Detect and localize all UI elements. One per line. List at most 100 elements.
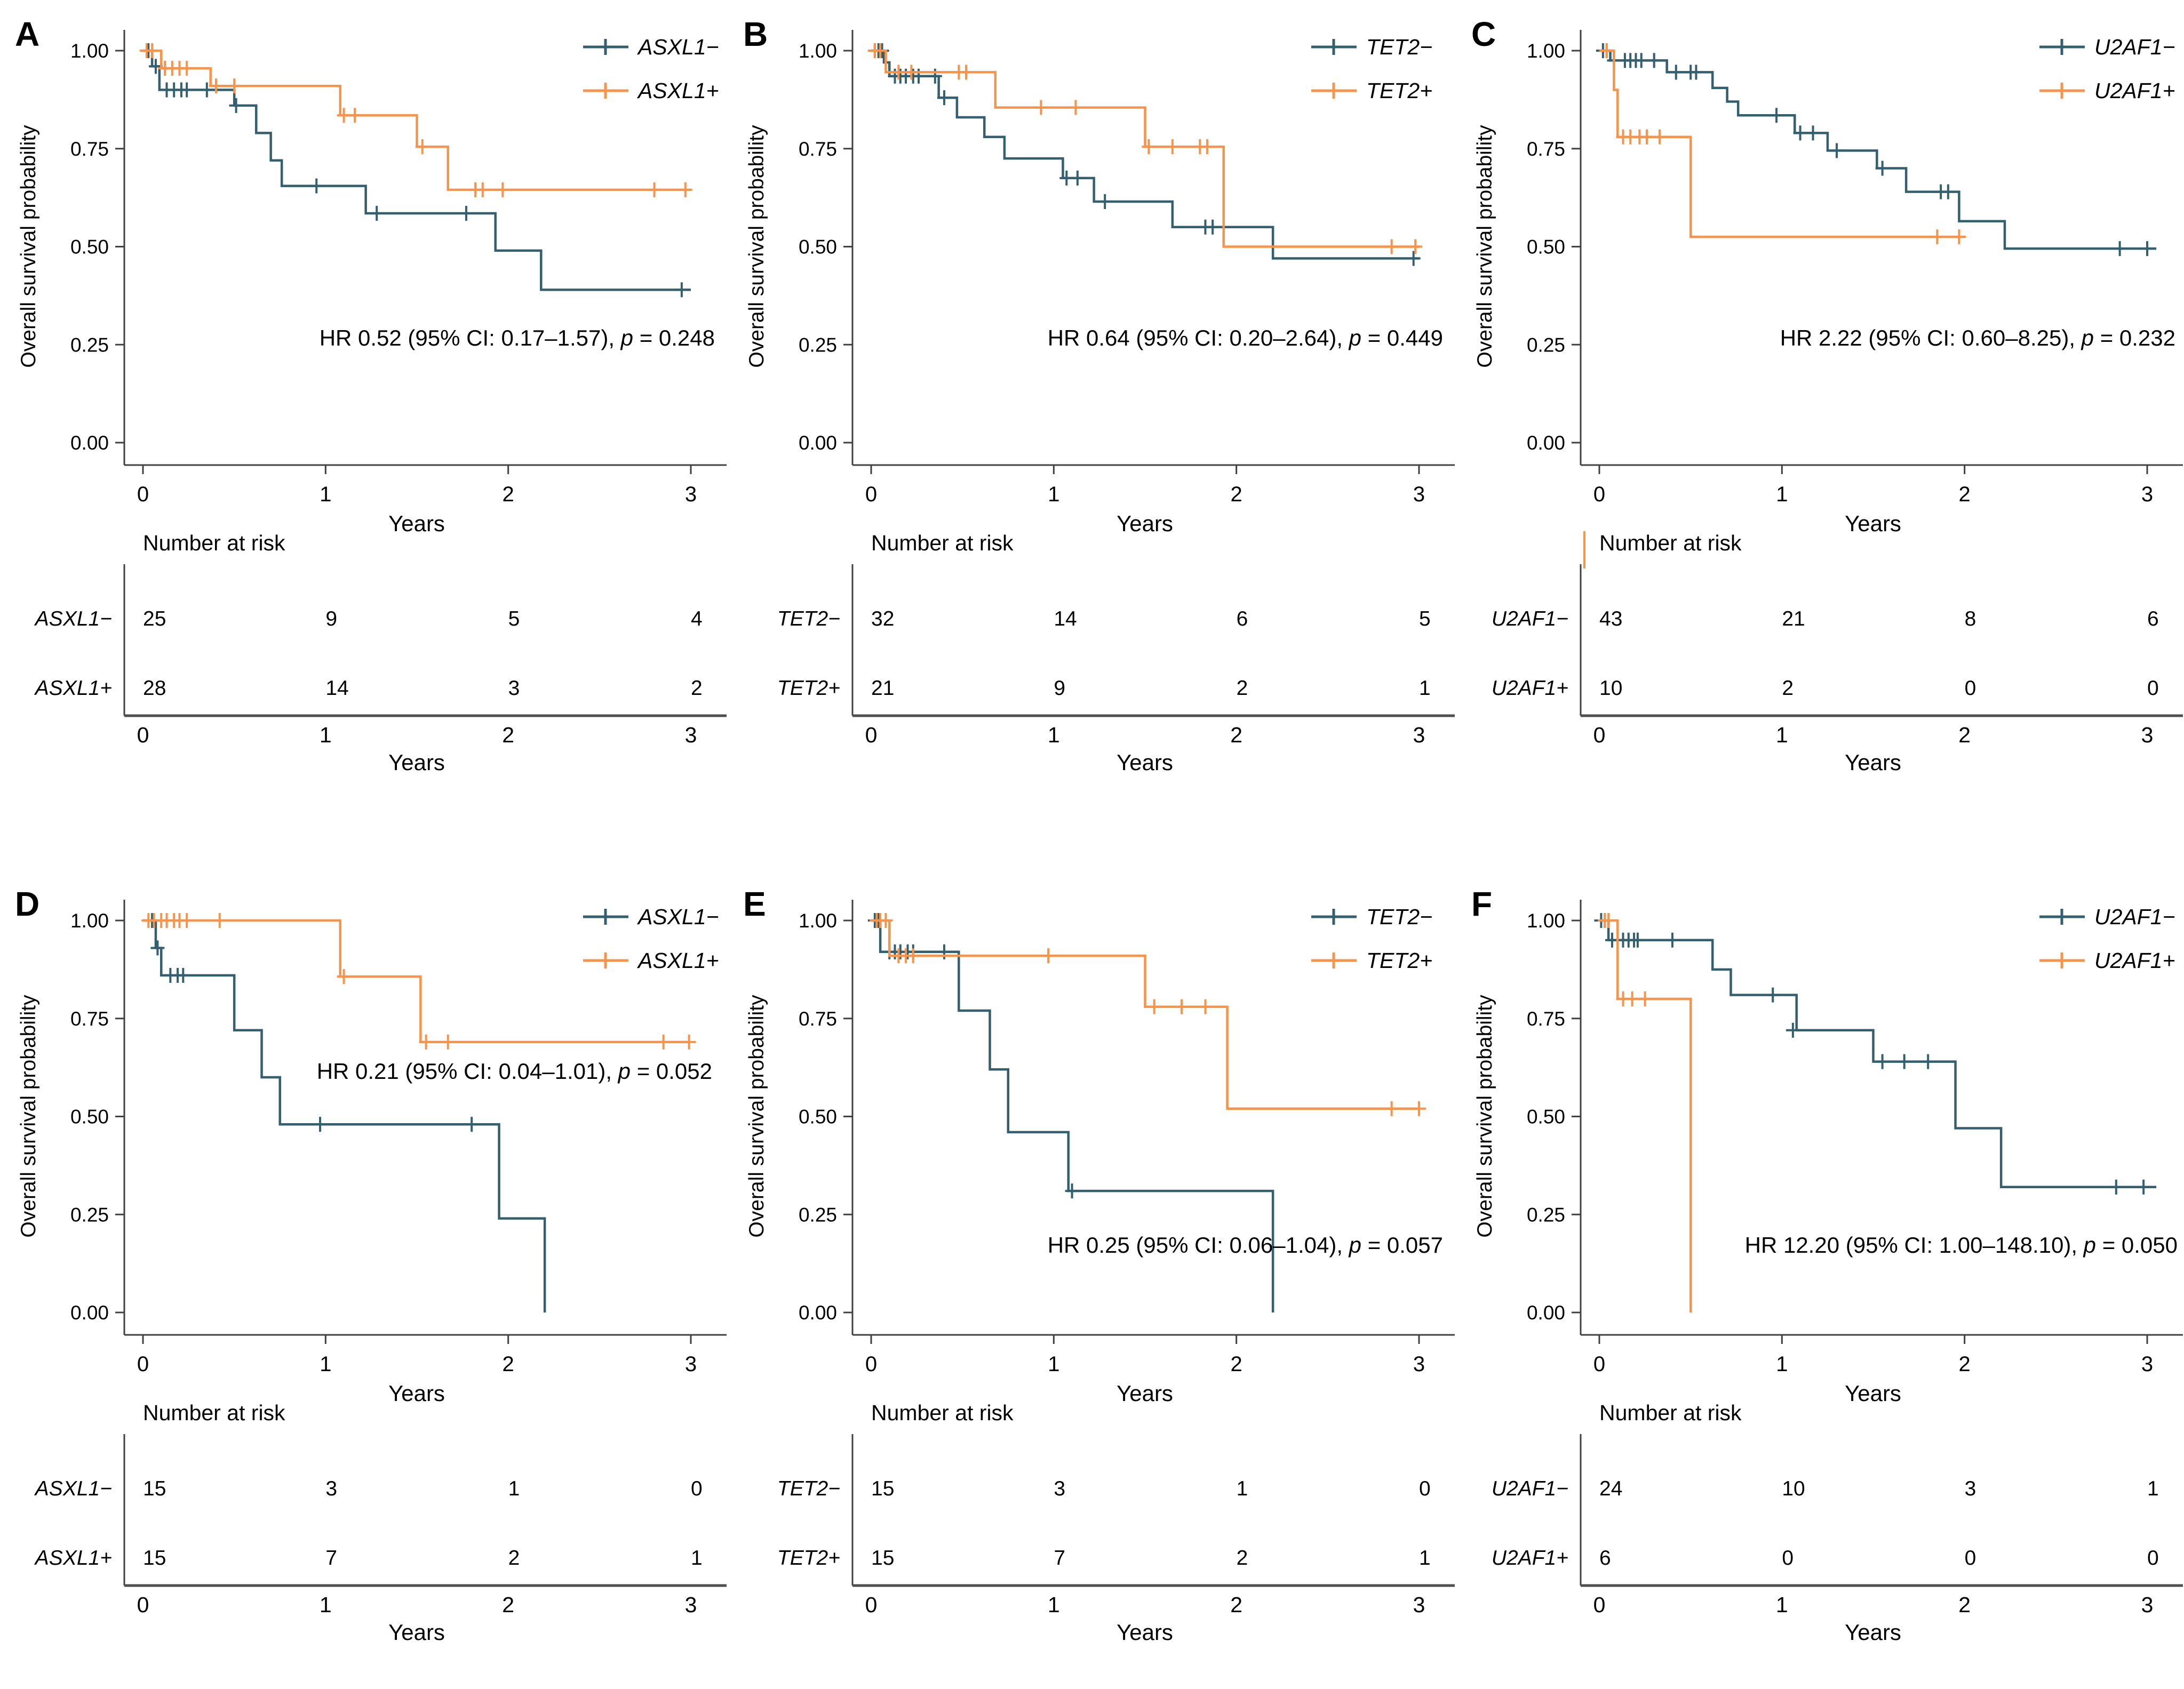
y-tick-label: 0.50 [1527, 236, 1565, 258]
risk-table-title: Number at risk [871, 531, 1014, 555]
risk-row-label: TET2+ [777, 1547, 840, 1570]
risk-row-label: TET2+ [777, 677, 840, 700]
risk-x-tick-label: 2 [1230, 723, 1242, 747]
panel-letter: E [743, 885, 766, 923]
risk-x-tick-label: 0 [137, 723, 149, 747]
risk-x-tick-label: 1 [320, 1592, 332, 1617]
risk-x-tick-label: 3 [1413, 1592, 1425, 1617]
survival-curve-negative [871, 49, 1419, 260]
risk-table-title: Number at risk [1599, 1400, 1742, 1425]
x-tick-label: 2 [1231, 483, 1242, 506]
risk-x-axis-title: Years [1117, 750, 1173, 775]
y-tick-label: 0.00 [1527, 432, 1565, 454]
risk-row-label: TET2− [777, 1477, 840, 1500]
risk-value: 5 [1419, 607, 1431, 630]
hr-text: HR 0.52 (95% CI: 0.17–1.57), [320, 325, 621, 350]
risk-x-tick-label: 2 [502, 1592, 514, 1617]
risk-row-label: ASXL1+ [34, 677, 112, 700]
hr-text: HR 0.64 (95% CI: 0.20–2.64), [1048, 325, 1349, 350]
risk-value: 15 [871, 1547, 894, 1570]
risk-value: 8 [1965, 607, 1976, 630]
y-tick-label: 0.00 [70, 432, 109, 454]
panel-letter: D [15, 885, 39, 923]
x-tick-label: 2 [503, 1352, 514, 1376]
survival-curve-negative [143, 49, 691, 291]
survival-curve-positive [871, 49, 1419, 248]
risk-x-tick-label: 2 [502, 723, 514, 747]
x-tick-label: 2 [1959, 1352, 1971, 1376]
y-tick-label: 1.00 [799, 40, 837, 62]
panel-f-figure: 1.00 0.75 0.50 0.25 0.00 0 1 2 3 Overall survival… [1471, 885, 2183, 1645]
y-tick-label: 0.00 [1527, 1302, 1565, 1324]
risk-value: 28 [143, 677, 166, 700]
y-tick-label: 0.25 [799, 334, 837, 356]
panel-a-figure: 1.00 0.75 0.50 0.25 0.00 0 1 2 3 Overall survival… [15, 15, 727, 775]
x-tick-label: 1 [1048, 483, 1059, 506]
p-symbol: p [620, 325, 633, 350]
risk-value: 21 [1782, 607, 1805, 630]
risk-x-tick-label: 1 [1048, 1592, 1060, 1617]
risk-value: 1 [1419, 677, 1431, 700]
risk-value: 2 [1237, 1547, 1248, 1570]
panel-b-figure: 1.00 0.75 0.50 0.25 0.00 0 1 2 3 Overall survival… [743, 15, 1455, 775]
y-tick-label: 0.75 [70, 138, 109, 160]
risk-row-label: U2AF1− [1492, 1477, 1568, 1500]
risk-x-tick-label: 2 [1230, 1592, 1242, 1617]
risk-value: 5 [508, 607, 520, 630]
risk-value: 1 [508, 1477, 520, 1500]
risk-x-tick-label: 0 [1593, 1592, 1606, 1617]
x-tick-label: 1 [1048, 1352, 1059, 1376]
panel-e-figure: 1.00 0.75 0.50 0.25 0.00 0 1 2 3 Overall survival… [743, 885, 1455, 1645]
risk-row-label: U2AF1− [1492, 607, 1568, 630]
legend-label: ASXL1− [636, 904, 719, 929]
risk-value: 2 [1782, 677, 1794, 700]
hr-annotation: HR 12.20 (95% CI: 1.00–148.10), p = 0.05… [1745, 1232, 2178, 1258]
legend-label: ASXL1+ [636, 78, 719, 103]
risk-value: 0 [1965, 677, 1976, 700]
risk-value: 4 [691, 607, 703, 630]
survival-curve-positive [871, 919, 1419, 1110]
x-tick-label: 3 [2141, 1352, 2153, 1376]
x-tick-label: 2 [1959, 483, 1971, 506]
risk-value: 43 [1599, 607, 1622, 630]
hr-annotation: HR 2.22 (95% CI: 0.60–8.25), p = 0.232 [1780, 325, 2175, 350]
survival-curve-positive [143, 49, 691, 191]
x-tick-label: 3 [1413, 483, 1425, 506]
x-tick-label: 1 [320, 1352, 331, 1376]
panel-letter: C [1471, 15, 1496, 53]
risk-table-title: Number at risk [143, 1400, 285, 1425]
legend-label: ASXL1− [636, 35, 719, 59]
y-tick-label: 0.00 [70, 1302, 109, 1324]
risk-value: 3 [508, 677, 520, 700]
y-tick-label: 0.75 [1527, 1008, 1565, 1030]
risk-x-tick-label: 1 [1048, 723, 1060, 747]
risk-value: 15 [871, 1477, 894, 1500]
risk-value: 32 [871, 607, 894, 630]
risk-x-tick-label: 0 [865, 723, 878, 747]
risk-table-title: Number at risk [1599, 531, 1742, 555]
y-tick-label: 0.25 [70, 334, 109, 356]
risk-value: 0 [2147, 1547, 2159, 1570]
legend-label: TET2− [1366, 35, 1432, 59]
x-tick-label: 0 [865, 483, 877, 506]
risk-x-tick-label: 0 [865, 1592, 878, 1617]
risk-value: 0 [1965, 1547, 1976, 1570]
y-tick-label: 0.50 [1527, 1106, 1565, 1128]
p-value: = 0.248 [633, 325, 715, 350]
x-axis-title: Years [1845, 1381, 1901, 1406]
risk-value: 6 [2147, 607, 2159, 630]
y-axis-title: Overall survival probability [1473, 125, 1496, 368]
x-tick-label: 3 [685, 1352, 697, 1376]
p-value: = 0.052 [631, 1059, 712, 1084]
risk-value: 0 [1782, 1547, 1794, 1570]
y-axis-title: Overall survival probability [17, 995, 40, 1238]
panel-letter: F [1471, 885, 1492, 923]
y-tick-label: 0.75 [799, 138, 837, 160]
risk-value: 3 [1965, 1477, 1976, 1500]
risk-value: 10 [1599, 677, 1622, 700]
risk-x-tick-label: 0 [1593, 723, 1606, 747]
x-tick-label: 0 [1593, 1352, 1605, 1376]
x-tick-label: 3 [685, 483, 697, 506]
p-value: = 0.232 [2094, 325, 2175, 350]
risk-value: 24 [1599, 1477, 1622, 1500]
